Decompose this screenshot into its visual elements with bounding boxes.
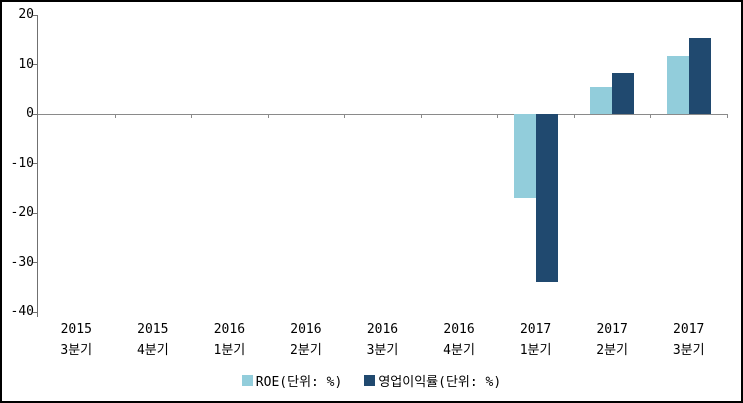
x-label-year: 2017: [519, 322, 552, 337]
x-axis-tick: [573, 114, 575, 118]
x-label-year: 2016: [443, 322, 475, 337]
x-label-year: 2016: [366, 322, 399, 337]
x-category-label-6: 2017 1분기: [497, 319, 574, 361]
x-label-year: 2017: [673, 322, 705, 337]
y-tick-label: -10: [10, 155, 34, 171]
x-label-quarter: 3분기: [366, 343, 399, 358]
x-axis-tick: [267, 114, 269, 118]
bar-roe-8: [666, 55, 689, 114]
legend-swatch-roe-icon: [241, 375, 253, 386]
y-axis-line: [37, 15, 38, 317]
legend-swatch-operating-margin-icon: [364, 375, 376, 386]
y-axis-tick: [33, 262, 37, 263]
x-label-year: 2015: [60, 322, 92, 337]
zero-gridline: [38, 113, 727, 115]
x-label-quarter: 3분기: [60, 343, 93, 358]
y-tick-label: -40: [10, 304, 34, 319]
x-category-label-4: 2016 3분기: [344, 319, 421, 361]
bar-roe-7: [590, 87, 613, 114]
x-label-quarter: 1분기: [519, 343, 552, 358]
y-tick-label: 20: [18, 7, 34, 22]
x-label-quarter: 1분기: [213, 343, 246, 358]
x-axis-tick: [420, 114, 422, 118]
y-axis-tick: [33, 14, 37, 16]
x-category-label-2: 2016 1분기: [191, 319, 268, 361]
y-tick-label: 0: [26, 106, 34, 121]
x-category-label-7: 2017 2분기: [574, 319, 651, 361]
y-axis-tick: [33, 163, 37, 164]
y-axis-tick: [33, 113, 37, 115]
x-category-label-1: 2015 4분기: [115, 319, 192, 361]
x-label-quarter: 4분기: [443, 343, 475, 358]
legend-item-operating-margin: 영업이익률(단위: %): [364, 371, 501, 390]
bar-op-margin-6: [535, 114, 558, 283]
x-axis-tick: [650, 114, 652, 118]
x-axis-tick: [727, 114, 728, 118]
bar-roe-6: [513, 114, 536, 199]
x-label-quarter: 4분기: [136, 343, 169, 358]
chart-legend: ROE(단위: %) 영업이익률(단위: %): [2, 371, 741, 390]
x-category-label-8: 2017 3분기: [650, 319, 727, 361]
x-label-quarter: 2분기: [596, 343, 629, 358]
x-axis-tick: [344, 114, 346, 118]
y-axis-tick: [33, 311, 37, 313]
x-category-label-0: 2015 3분기: [38, 319, 115, 361]
legend-label-operating-margin: 영업이익률(단위: %): [378, 375, 502, 390]
y-axis-tick: [33, 64, 37, 65]
x-label-year: 2016: [213, 322, 246, 337]
x-category-label-5: 2016 4분기: [421, 319, 498, 361]
x-category-label-3: 2016 2분기: [268, 319, 345, 361]
bar-op-margin-8: [688, 37, 711, 114]
x-axis-tick: [497, 114, 499, 118]
x-label-quarter: 3분기: [672, 343, 705, 358]
x-label-year: 2017: [596, 322, 628, 337]
bar-op-margin-7: [612, 72, 635, 114]
y-tick-label: 10: [18, 56, 34, 72]
x-axis-tick: [191, 114, 193, 118]
x-label-quarter: 2분기: [290, 343, 322, 358]
y-tick-label: -30: [10, 254, 34, 270]
y-axis-tick: [33, 212, 37, 214]
legend-item-roe: ROE(단위: %): [241, 371, 343, 390]
x-axis-tick: [114, 114, 116, 118]
y-tick-label: -20: [10, 205, 34, 220]
x-label-year: 2015: [137, 322, 169, 337]
x-label-year: 2016: [290, 322, 322, 337]
legend-label-roe: ROE(단위: %): [255, 375, 343, 390]
